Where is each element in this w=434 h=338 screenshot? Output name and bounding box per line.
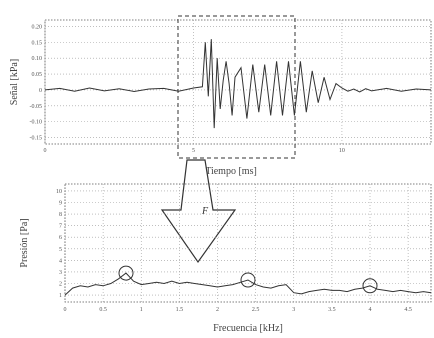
time-y-tick-label: 0.05 (32, 72, 43, 78)
time-grid (44, 20, 431, 144)
peak-marker (240, 272, 256, 288)
spectrum-y-ticks: 10 9 8 7 6 5 4 3 2 1 (56, 189, 62, 299)
peak-marker (118, 265, 134, 281)
spectrum-grid (64, 184, 431, 302)
spectrum-y-axis-label: Presión [Pa] (19, 218, 30, 267)
time-y-tick-label: -0.10 (30, 120, 43, 126)
transform-label: F (201, 206, 209, 217)
time-y-ticks: 0.20 0.15 0.10 0.05 0 -0.05 -0.10 -0.15 (30, 24, 43, 141)
spectrum-x-tick-label: 2.5 (252, 307, 260, 313)
transform-arrow: F (160, 159, 237, 264)
time-x-ticks: 0 5 10 (44, 148, 345, 154)
spectrum-plot-frame (64, 183, 432, 303)
peak-marker (362, 278, 378, 294)
time-x-tick-label: 0 (44, 148, 47, 154)
spectrum-y-tick-label: 1 (59, 293, 62, 299)
time-y-tick-label: 0.20 (32, 24, 43, 30)
time-signal-chart: 0.20 0.15 0.10 0.05 0 -0.05 -0.10 -0.15 0 5 10 Se… (9, 19, 432, 177)
spectrum-peak-markers (118, 265, 378, 294)
spectrum-x-tick-label: 4 (369, 307, 372, 313)
spectrum-x-tick-label: 0 (64, 307, 67, 313)
spectrum-y-tick-label: 8 (59, 212, 62, 218)
spectrum-y-tick-label: 5 (59, 247, 62, 253)
spectrum-x-tick-label: 1 (140, 307, 143, 313)
spectrum-x-ticks: 0 0.5 1 1.5 2 2.5 3 3.5 4 4.5 (64, 307, 412, 313)
time-y-tick-label: 0.15 (32, 40, 43, 46)
spectrum-x-axis-label: Frecuencia [kHz] (213, 323, 283, 334)
spectrum-x-tick-label: 2 (216, 307, 219, 313)
time-y-axis-label: Señal [kPa] (9, 59, 20, 105)
time-plot-frame (44, 19, 432, 145)
time-signal-line (44, 39, 432, 129)
spectrum-y-tick-label: 9 (59, 201, 62, 207)
frequency-spectrum-chart: 10 9 8 7 6 5 4 3 2 1 0 0.5 1 1.5 2 2.5 3 3.5 4 4.5 Presión… (19, 183, 432, 334)
spectrum-y-tick-label: 3 (59, 270, 62, 276)
time-x-axis-label: Tiempo [ms] (205, 166, 257, 177)
spectrum-y-tick-label: 6 (59, 235, 62, 241)
spectrum-y-tick-label: 7 (59, 224, 62, 230)
spectrum-x-tick-label: 4.5 (404, 307, 412, 313)
time-y-tick-label: 0.10 (32, 56, 43, 62)
time-x-tick-label: 10 (339, 148, 345, 154)
spectrum-y-tick-label: 10 (56, 189, 62, 195)
spectrum-x-tick-label: 0.5 (99, 307, 107, 313)
spectrum-x-tick-label: 3.5 (328, 307, 336, 313)
spectrum-x-tick-label: 1.5 (176, 307, 184, 313)
spectrum-y-tick-label: 4 (59, 258, 62, 264)
arrow-shape (160, 159, 237, 264)
spectrum-x-tick-label: 3 (292, 307, 295, 313)
spectrum-line (64, 272, 432, 296)
time-x-tick-label: 5 (192, 148, 195, 154)
spectrum-y-tick-label: 2 (59, 281, 62, 287)
analysis-window-box (177, 15, 296, 159)
time-y-tick-label: -0.05 (30, 104, 43, 110)
time-y-tick-label: -0.15 (30, 136, 43, 142)
time-y-tick-label: 0 (39, 88, 42, 94)
